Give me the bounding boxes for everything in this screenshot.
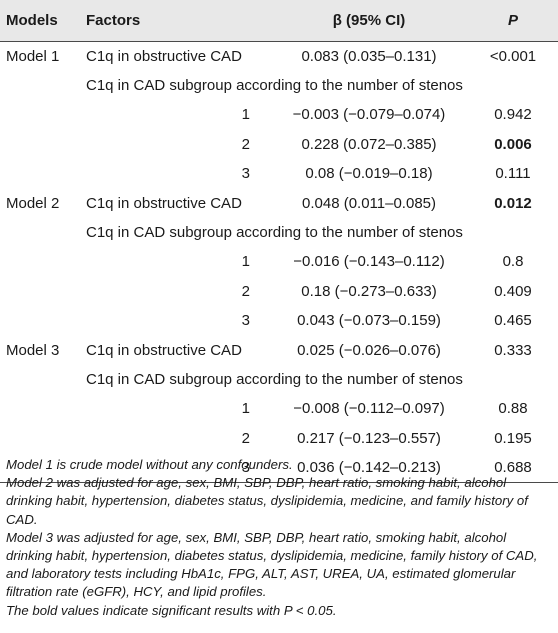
stenosis-count-cell: 3	[241, 165, 250, 183]
table-row: 3 0.043 (−0.073–0.159) 0.465	[0, 306, 558, 335]
p-value-cell: 0.942	[494, 106, 532, 124]
table-row: C1q in CAD subgroup according to the num…	[0, 71, 558, 100]
model-cell	[0, 71, 78, 100]
p-value-cell: <0.001	[489, 47, 537, 65]
table-footnotes: Model 1 is crude model without any confo…	[6, 456, 554, 620]
model-cell	[0, 306, 78, 335]
stenosis-count-cell: 2	[241, 135, 250, 153]
p-value-cell: 0.88	[498, 400, 528, 418]
table-row: 2 0.228 (0.072–0.385) 0.006	[0, 130, 558, 159]
beta-ci-cell: 0.043 (−0.073–0.159)	[297, 312, 441, 330]
factor-cell: C1q in obstructive CAD	[86, 194, 242, 212]
model-cell	[0, 452, 78, 484]
results-table-container: Models Factors β (95% CI) P Model 1 C1q i…	[0, 0, 558, 484]
table-row: 2 0.18 (−0.273–0.633) 0.409	[0, 277, 558, 306]
stenosis-count-cell: 2	[241, 282, 250, 300]
footnote: Model 2 was adjusted for age, sex, BMI, …	[6, 475, 528, 527]
table-row: C1q in CAD subgroup according to the num…	[0, 218, 558, 247]
stenosis-count-cell: 1	[241, 400, 250, 418]
beta-ci-cell: 0.18 (−0.273–0.633)	[301, 282, 437, 300]
beta-ci-cell: 0.036 (−0.142–0.213)	[270, 452, 468, 484]
model-cell: Model 1	[6, 47, 60, 65]
model-cell: Model 2	[6, 194, 60, 212]
model-cell	[0, 424, 78, 453]
model-cell	[0, 218, 78, 247]
model-cell	[0, 100, 78, 129]
table-body: Model 1 C1q in obstructive CAD 0.083 (0.03…	[0, 41, 558, 484]
subgroup-label: C1q in CAD subgroup according to the num…	[86, 77, 463, 95]
table-row: C1q in CAD subgroup according to the num…	[0, 365, 558, 394]
table-row: 3 0.08 (−0.019–0.18) 0.111	[0, 159, 558, 188]
header-beta: β (95% CI)	[270, 0, 468, 42]
p-value-cell: 0.688	[468, 452, 558, 484]
factor-cell: C1q in obstructive CAD	[86, 341, 242, 359]
model-cell: Model 3	[6, 341, 60, 359]
p-value-cell: 0.111	[495, 165, 531, 183]
model-cell	[0, 247, 78, 276]
p-value-cell: 0.409	[494, 282, 532, 300]
footnote: The bold values indicate significant res…	[6, 602, 337, 618]
beta-ci-cell: 0.048 (0.011–0.085)	[302, 194, 436, 212]
results-table: Models Factors β (95% CI) P Model 1 C1q i…	[0, 0, 558, 484]
table-header-row: Models Factors β (95% CI) P	[0, 0, 558, 42]
table-row: 3 0.036 (−0.142–0.213) 0.688	[0, 452, 558, 484]
header-factors: Factors	[78, 0, 270, 42]
model-cell	[0, 394, 78, 423]
beta-ci-cell: 0.08 (−0.019–0.18)	[305, 165, 433, 183]
p-value-cell: 0.333	[494, 341, 532, 359]
model-cell	[0, 130, 78, 159]
table-row: Model 1 C1q in obstructive CAD 0.083 (0.03…	[0, 41, 558, 71]
factor-cell: C1q in obstructive CAD	[86, 47, 242, 65]
stenosis-count-cell: 1	[241, 253, 250, 271]
p-value-cell: 0.195	[494, 429, 532, 447]
beta-ci-cell: −0.008 (−0.112–0.097)	[293, 400, 445, 418]
beta-ci-cell: −0.016 (−0.143–0.112)	[293, 253, 445, 271]
model-cell	[0, 159, 78, 188]
stenosis-count-cell: 3	[78, 452, 270, 484]
table-row: 1 −0.008 (−0.112–0.097) 0.88	[0, 394, 558, 423]
p-value-cell: 0.8	[502, 253, 524, 271]
beta-ci-cell: 0.228 (0.072–0.385)	[301, 135, 437, 153]
header-p: P	[468, 0, 558, 42]
stenosis-count-cell: 1	[241, 106, 250, 124]
footnote: Model 3 was adjusted for age, sex, BMI, …	[6, 529, 538, 600]
beta-ci-cell: 0.217 (−0.123–0.557)	[297, 429, 441, 447]
table-row: 1 −0.016 (−0.143–0.112) 0.8	[0, 247, 558, 276]
table-row: Model 3 C1q in obstructive CAD 0.025 (−0.0…	[0, 335, 558, 364]
subgroup-label: C1q in CAD subgroup according to the num…	[86, 370, 463, 388]
table-row: Model 2 C1q in obstructive CAD 0.048 (0.01…	[0, 188, 558, 217]
beta-ci-cell: −0.003 (−0.079–0.074)	[292, 106, 446, 124]
table-row: 2 0.217 (−0.123–0.557) 0.195	[0, 424, 558, 453]
table-row: 1 −0.003 (−0.079–0.074) 0.942	[0, 100, 558, 129]
model-cell	[0, 277, 78, 306]
p-value-cell: 0.012	[494, 194, 532, 212]
p-value-cell: 0.465	[494, 312, 532, 330]
footnote: Model 1 is crude model without any confo…	[6, 457, 293, 472]
beta-ci-cell: 0.083 (0.035–0.131)	[301, 47, 437, 65]
stenosis-count-cell: 3	[241, 312, 250, 330]
stenosis-count-cell: 2	[241, 429, 250, 447]
subgroup-label: C1q in CAD subgroup according to the num…	[86, 224, 463, 242]
model-cell	[0, 365, 78, 394]
header-models: Models	[0, 0, 78, 42]
p-value-cell: 0.006	[494, 135, 532, 153]
beta-ci-cell: 0.025 (−0.026–0.076)	[297, 341, 441, 359]
